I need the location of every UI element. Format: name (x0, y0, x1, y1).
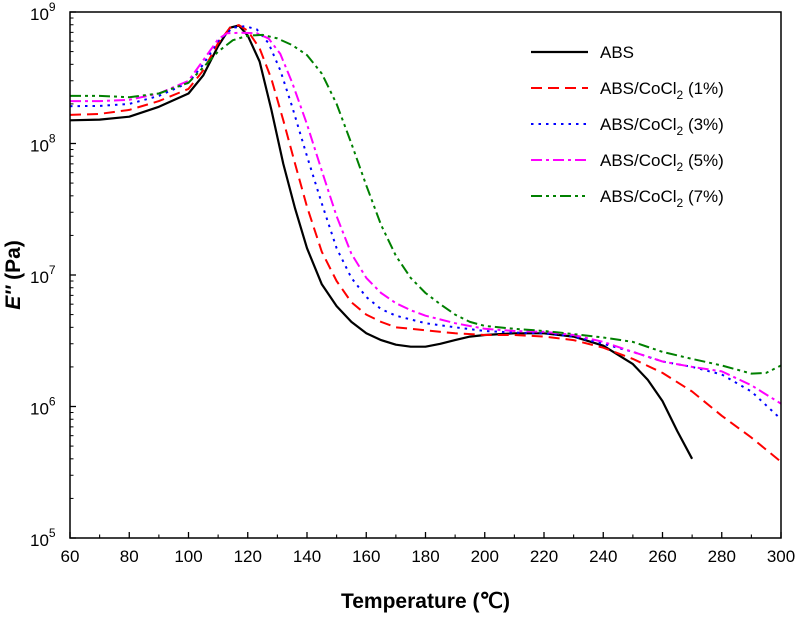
series-line-1 (69, 24, 694, 460)
y-tick-exponent: 9 (49, 0, 56, 14)
x-axis-title: Temperature (℃) (341, 590, 510, 613)
x-tick-label: 140 (293, 547, 321, 566)
axis-ticks (69, 11, 782, 539)
legend-label-4: ABS/CoCl2 (5%) (600, 151, 724, 174)
x-tick-label: 260 (648, 547, 676, 566)
legend-label-subscript: 2 (677, 160, 684, 174)
y-tick-label: 107 (30, 263, 56, 287)
legend-label-3: ABS/CoCl2 (3%) (600, 115, 724, 138)
legend-label-tail: (1%) (683, 79, 724, 98)
x-tick-label: 300 (767, 547, 795, 566)
legend-label-subscript: 2 (677, 124, 684, 138)
y-axis-title-unit: (Pa) (2, 240, 25, 286)
legend-label-tail: (7%) (683, 187, 724, 206)
legend-label-main: ABS/CoCl (600, 151, 677, 170)
legend-label-tail: (3%) (683, 115, 724, 134)
y-tick-exponent: 8 (49, 132, 56, 146)
x-tick-label: 240 (589, 547, 617, 566)
y-tick-label: 106 (30, 395, 56, 419)
x-tick-label: 200 (471, 547, 499, 566)
legend-label-main: ABS/CoCl (600, 187, 677, 206)
series-line-2 (69, 24, 782, 463)
y-tick-base: 10 (30, 137, 49, 156)
legend-label-5: ABS/CoCl2 (7%) (600, 187, 724, 210)
x-tick-label: 80 (120, 547, 139, 566)
x-tick-labels: 60 80 100 120 140 160 180 200 220 240 260 280 300 (61, 547, 796, 566)
legend-label-tail: (5%) (683, 151, 724, 170)
series-line-4 (70, 31, 782, 405)
x-tick-label: 280 (708, 547, 736, 566)
y-tick-base: 10 (30, 400, 49, 419)
plot-lines (69, 24, 782, 463)
y-tick-base: 10 (30, 268, 49, 287)
x-tick-label: 60 (61, 547, 80, 566)
x-tick-label: 220 (530, 547, 558, 566)
legend-label-main: ABS (600, 43, 634, 62)
x-tick-label: 160 (352, 547, 380, 566)
y-tick-label: 109 (30, 0, 56, 24)
y-axis-title: E'' (Pa) (2, 240, 25, 310)
series-line-5 (70, 33, 782, 375)
legend-label-2: ABS/CoCl2 (1%) (600, 79, 724, 102)
legend-label-1: ABS (600, 43, 634, 62)
y-tick-label: 108 (30, 132, 56, 156)
x-tick-label: 120 (234, 547, 262, 566)
x-tick-label: 180 (411, 547, 439, 566)
y-tick-exponent: 7 (49, 263, 56, 277)
y-tick-label: 105 (30, 526, 56, 550)
y-axis-title-symbol: E'' (2, 285, 25, 310)
legend-label-subscript: 2 (677, 88, 684, 102)
legend-label-main: ABS/CoCl (600, 115, 677, 134)
y-tick-base: 10 (30, 5, 49, 24)
y-tick-base: 10 (30, 531, 49, 550)
y-tick-exponent: 5 (49, 526, 56, 540)
legend-label-main: ABS/CoCl (600, 79, 677, 98)
y-tick-exponent: 6 (49, 395, 56, 409)
x-tick-label: 100 (174, 547, 202, 566)
legend-label-subscript: 2 (677, 196, 684, 210)
